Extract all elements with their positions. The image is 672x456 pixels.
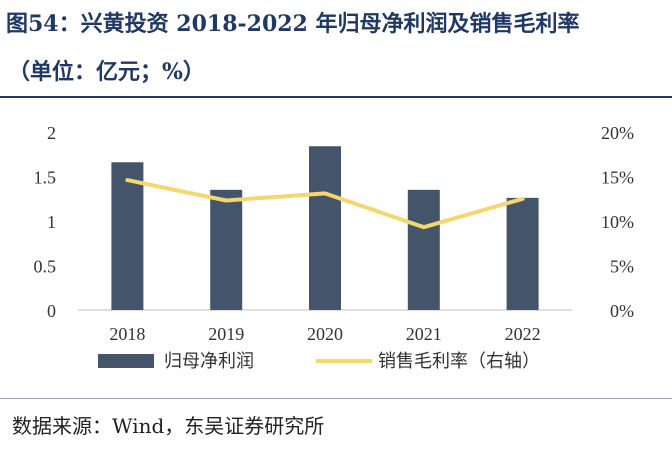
left-tick-label: 1: [47, 212, 56, 232]
figure-title: 图54：兴黄投资 2018-2022 年归母净利润及销售毛利率: [6, 11, 580, 37]
right-tick-label: 0%: [610, 301, 634, 321]
bar: [407, 189, 440, 310]
bar-series: [111, 146, 539, 310]
left-axis: 0 0.5 1 1.5 2: [34, 123, 57, 321]
figure-subtitle: （单位：亿元；%）: [8, 59, 205, 85]
x-tick-label: 2022: [505, 324, 541, 344]
legend: 归母净利润 销售毛利率（右轴）: [98, 351, 540, 371]
legend-bar-label: 归母净利润: [164, 351, 254, 371]
bar: [210, 189, 243, 310]
source-divider: [0, 398, 672, 399]
right-tick-label: 10%: [601, 212, 634, 232]
right-tick-label: 15%: [601, 168, 634, 188]
legend-bar-swatch: [98, 354, 154, 368]
title-divider: [0, 96, 672, 98]
x-tick-label: 2020: [307, 324, 343, 344]
left-tick-label: 1.5: [34, 168, 57, 188]
left-tick-label: 0.5: [34, 257, 57, 277]
source-note: 数据来源：Wind，东吴证券研究所: [12, 414, 325, 438]
x-tick-label: 2019: [208, 324, 244, 344]
right-tick-label: 5%: [610, 257, 634, 277]
left-tick-label: 0: [47, 301, 56, 321]
x-tick-label: 2018: [109, 324, 145, 344]
left-tick-label: 2: [47, 123, 56, 143]
right-tick-label: 20%: [601, 123, 634, 143]
bar: [309, 146, 341, 310]
x-axis: 2018 2019 2020 2021 2022: [109, 324, 540, 344]
chart: 0 0.5 1 1.5 2 0% 5% 10% 15% 20% 2018 2019 2020 2021…: [34, 123, 635, 371]
line-series: [125, 178, 525, 230]
x-tick-label: 2021: [406, 324, 442, 344]
bar: [506, 197, 539, 310]
bar: [111, 162, 144, 310]
right-axis: 0% 5% 10% 15% 20%: [601, 123, 634, 321]
legend-line-label: 销售毛利率（右轴）: [378, 351, 540, 371]
